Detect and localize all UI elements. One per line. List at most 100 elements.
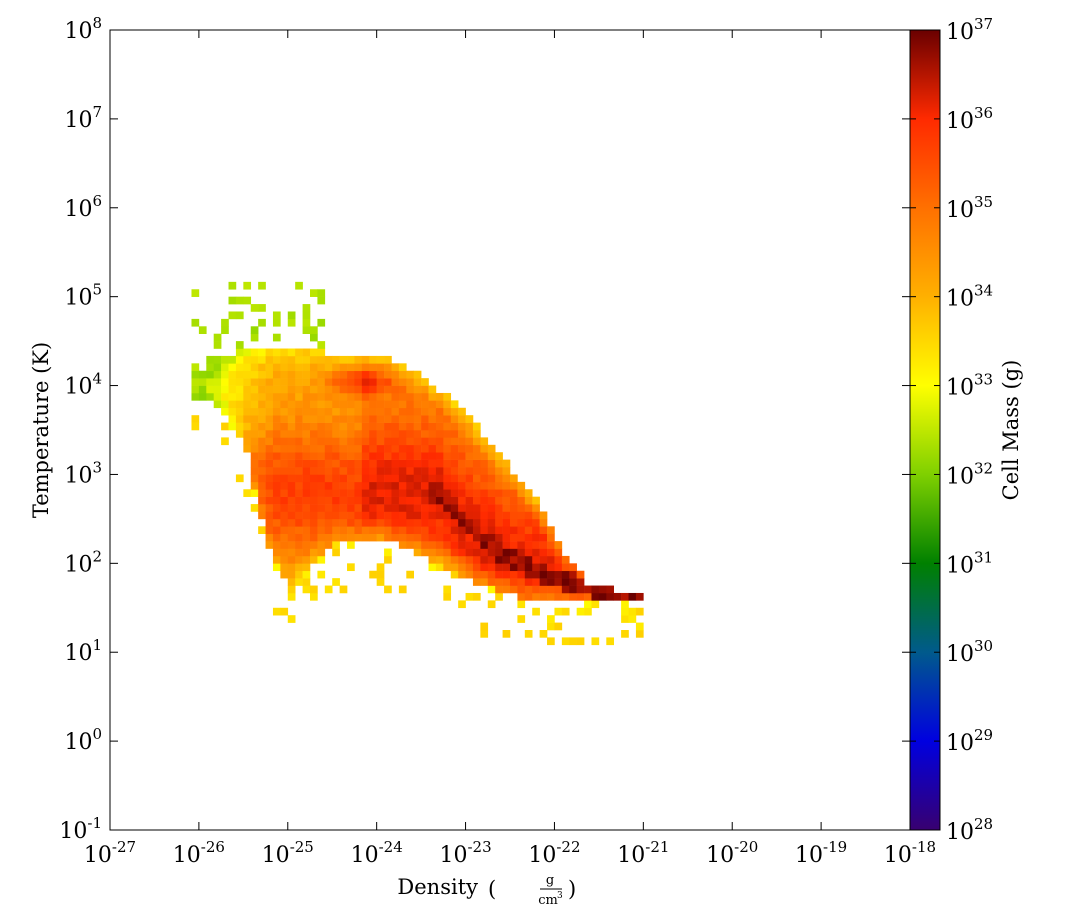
- heatmap-cell: [347, 504, 355, 512]
- heatmap-cell: [310, 363, 318, 372]
- heatmap-cell: [443, 489, 452, 497]
- heatmap-cell: [265, 407, 274, 416]
- heatmap-cell: [510, 474, 518, 483]
- heatmap-cell: [287, 400, 296, 409]
- y-tick-label: 103: [64, 458, 102, 488]
- heatmap-cell: [354, 422, 363, 431]
- heatmap-cell: [250, 444, 259, 453]
- heatmap-cell: [406, 474, 415, 483]
- heatmap-cell: [376, 422, 385, 431]
- heatmap-cell: [295, 541, 303, 549]
- heatmap-cell: [361, 444, 370, 453]
- heatmap-cell: [458, 548, 466, 557]
- heatmap-cell: [539, 518, 548, 527]
- heatmap-cell: [547, 555, 555, 564]
- heatmap-cell: [539, 592, 548, 601]
- heatmap-cell: [391, 370, 400, 379]
- heatmap-cell: [272, 533, 281, 542]
- heatmap-cell: [635, 592, 644, 601]
- heatmap-cell: [198, 370, 207, 379]
- heatmap-cell: [354, 363, 363, 372]
- heatmap-cell: [435, 548, 444, 557]
- heatmap-cell: [347, 437, 355, 446]
- heatmap-cell: [361, 422, 370, 431]
- heatmap-cell: [280, 533, 289, 542]
- heatmap-cell: [295, 526, 303, 535]
- heatmap-cell: [258, 481, 266, 490]
- heatmap-cell: [435, 407, 444, 416]
- heatmap-cell: [391, 415, 400, 423]
- x-axis-label: Density: [397, 875, 478, 899]
- heatmap-cell: [228, 355, 237, 364]
- heatmap-cell: [398, 392, 407, 401]
- heatmap-cell: [265, 415, 274, 423]
- heatmap-cell: [524, 533, 533, 542]
- heatmap-cell: [398, 585, 407, 594]
- heatmap-cell: [280, 400, 289, 409]
- heatmap-cell: [272, 511, 281, 520]
- heatmap-cell: [265, 430, 274, 438]
- heatmap-cell: [332, 385, 340, 394]
- heatmap-cell: [295, 422, 303, 431]
- heatmap-cell: [406, 392, 415, 401]
- heatmap-cell: [354, 526, 363, 535]
- heatmap-cell: [465, 511, 474, 520]
- heatmap-cell: [487, 444, 496, 453]
- heatmap-cell: [361, 363, 370, 372]
- y-tick-label: 106: [64, 192, 102, 222]
- heatmap-cell: [310, 415, 318, 423]
- heatmap-cell: [517, 592, 526, 601]
- heatmap-cell: [272, 400, 281, 409]
- heatmap-cell: [310, 355, 318, 364]
- heatmap-cell: [272, 437, 281, 446]
- heatmap-cell: [280, 467, 289, 475]
- heatmap-cell: [332, 496, 340, 505]
- heatmap-cell: [421, 392, 429, 401]
- heatmap-cell: [421, 504, 429, 512]
- heatmap-cell: [524, 496, 533, 505]
- heatmap-cell: [243, 281, 252, 290]
- heatmap-cell: [324, 422, 333, 431]
- heatmap-cell: [258, 281, 266, 290]
- heatmap-cell: [391, 481, 400, 490]
- heatmap-cell: [495, 511, 503, 520]
- heatmap-cell: [258, 363, 266, 372]
- heatmap-cell: [347, 378, 355, 386]
- heatmap-cell: [272, 363, 281, 372]
- heatmap-cell: [413, 526, 422, 535]
- heatmap-cell: [317, 570, 326, 579]
- heatmap-cell: [384, 489, 392, 497]
- heatmap-cell: [487, 526, 496, 535]
- heatmap-cell: [280, 563, 289, 572]
- heatmap-cell: [391, 385, 400, 394]
- heatmap-cell: [369, 430, 377, 438]
- heatmap-cell: [265, 481, 274, 490]
- heatmap-cell: [458, 422, 466, 431]
- heatmap-cell: [206, 355, 215, 364]
- heatmap-cell: [495, 504, 503, 512]
- heatmap-cell: [332, 541, 340, 549]
- heatmap-cell: [376, 474, 385, 483]
- heatmap-cell: [302, 348, 311, 357]
- heatmap-cell: [532, 518, 540, 527]
- heatmap-cell: [310, 585, 318, 594]
- heatmap-cell: [317, 541, 326, 549]
- heatmap-cell: [435, 459, 444, 468]
- heatmap-cell: [421, 378, 429, 386]
- heatmap-cell: [510, 548, 518, 557]
- heatmap-cell: [443, 504, 452, 512]
- heatmap-cell: [317, 400, 326, 409]
- heatmap-cell: [287, 592, 296, 601]
- heatmap-cell: [391, 496, 400, 505]
- heatmap-cell: [295, 489, 303, 497]
- heatmap-cell: [591, 592, 600, 601]
- heatmap-cell: [517, 526, 526, 535]
- heatmap-cell: [532, 555, 540, 564]
- heatmap-cell: [472, 496, 481, 505]
- heatmap-cell: [295, 578, 303, 586]
- heatmap-cell: [502, 585, 511, 594]
- x-tick-label: 10-27: [84, 838, 136, 868]
- heatmap-cell: [272, 355, 281, 364]
- heatmap-cell: [472, 452, 481, 460]
- heatmap-cell: [428, 481, 437, 490]
